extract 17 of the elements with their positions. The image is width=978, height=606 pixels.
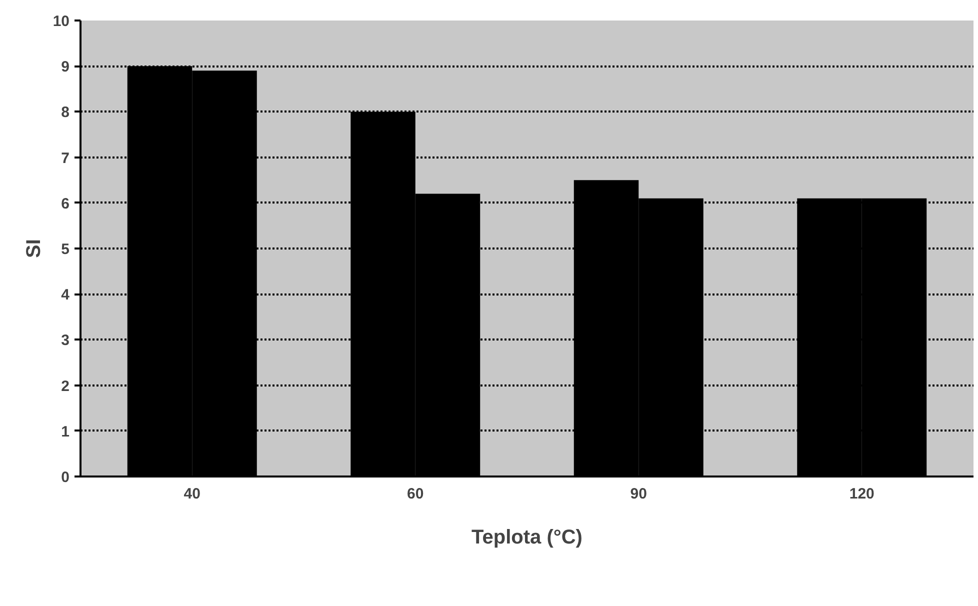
x-tick-label: 90: [630, 486, 647, 502]
x-tick-label: 60: [407, 486, 424, 502]
y-axis-title: SI: [22, 239, 45, 258]
y-tick-label: 3: [61, 332, 70, 350]
y-tick-label: 5: [61, 241, 70, 258]
y-tick-label: 10: [52, 13, 70, 30]
y-tick-label: 2: [61, 378, 70, 395]
y-tick-label: 8: [61, 104, 70, 122]
x-tick-label: 120: [849, 486, 874, 502]
x-axis-title: Teplota (°C): [472, 526, 582, 548]
x-tick-label: 40: [184, 486, 200, 502]
y-tick-label: 0: [61, 469, 70, 486]
y-tick-label: 7: [61, 150, 70, 167]
y-tick-label: 6: [61, 195, 70, 212]
y-tick-label: 9: [61, 58, 70, 76]
y-tick-label: 4: [61, 286, 70, 304]
y-tick-label: 1: [61, 423, 70, 440]
